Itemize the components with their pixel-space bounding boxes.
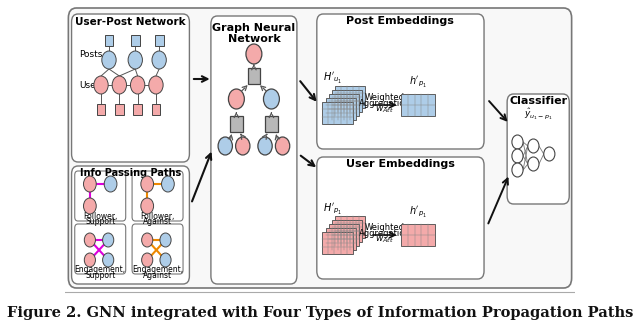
Circle shape	[128, 51, 143, 69]
Bar	[326, 98, 356, 120]
Text: $H'_{u_1}$: $H'_{u_1}$	[323, 71, 342, 86]
Text: $\hat{y}_{u_1-p_1}$: $\hat{y}_{u_1-p_1}$	[524, 107, 552, 122]
Bar	[329, 94, 359, 116]
Text: Support: Support	[85, 217, 115, 226]
Text: Support: Support	[85, 271, 115, 280]
Bar	[323, 232, 353, 254]
Bar	[401, 224, 435, 246]
Text: $w_{Att}$: $w_{Att}$	[375, 235, 394, 245]
FancyBboxPatch shape	[317, 157, 484, 279]
Bar	[332, 220, 362, 242]
FancyBboxPatch shape	[68, 8, 572, 288]
Bar	[115, 104, 124, 115]
Circle shape	[148, 76, 163, 94]
FancyBboxPatch shape	[211, 16, 297, 284]
Circle shape	[102, 51, 116, 69]
FancyBboxPatch shape	[75, 171, 125, 221]
Text: $H'_{p_1}$: $H'_{p_1}$	[323, 201, 342, 216]
Bar	[332, 90, 362, 112]
Circle shape	[512, 149, 523, 163]
Text: Weighted: Weighted	[365, 93, 404, 102]
Bar	[401, 94, 435, 116]
Circle shape	[160, 253, 171, 267]
Text: Graph Neural: Graph Neural	[212, 23, 296, 33]
FancyBboxPatch shape	[132, 224, 183, 274]
Circle shape	[83, 176, 96, 192]
Bar	[265, 116, 278, 132]
Circle shape	[141, 253, 153, 267]
Text: User-Post Network: User-Post Network	[75, 17, 186, 27]
Circle shape	[141, 176, 154, 192]
Bar	[155, 34, 164, 45]
Circle shape	[512, 163, 523, 177]
Circle shape	[94, 76, 108, 94]
Text: Against: Against	[143, 271, 172, 280]
Text: $w_{Att}$: $w_{Att}$	[375, 105, 394, 115]
Text: Follower,: Follower,	[140, 211, 175, 220]
Circle shape	[258, 137, 272, 155]
Circle shape	[246, 44, 262, 64]
Text: Post Embeddings: Post Embeddings	[346, 16, 454, 26]
Text: Info Passing Paths: Info Passing Paths	[80, 168, 181, 178]
Circle shape	[102, 233, 114, 247]
Circle shape	[152, 51, 166, 69]
Text: Posts: Posts	[79, 49, 103, 58]
Text: Engagement,: Engagement,	[75, 265, 126, 274]
Circle shape	[112, 76, 127, 94]
Bar	[104, 34, 113, 45]
Text: Weighted: Weighted	[365, 222, 404, 231]
Bar	[323, 102, 353, 124]
Circle shape	[228, 89, 244, 109]
Bar	[335, 86, 365, 108]
Text: Engagement,: Engagement,	[132, 265, 183, 274]
Text: $h'_{p_1}$: $h'_{p_1}$	[409, 204, 427, 219]
Circle shape	[528, 139, 539, 153]
Text: Aggregation: Aggregation	[358, 99, 410, 108]
Bar	[248, 68, 260, 84]
Text: $h'_{p_1}$: $h'_{p_1}$	[409, 74, 427, 89]
Circle shape	[161, 176, 174, 192]
Bar	[326, 228, 356, 250]
Circle shape	[131, 76, 145, 94]
Circle shape	[218, 137, 232, 155]
Bar	[335, 216, 365, 238]
FancyBboxPatch shape	[507, 94, 569, 204]
FancyBboxPatch shape	[132, 171, 183, 221]
Circle shape	[104, 176, 117, 192]
Circle shape	[84, 233, 95, 247]
Circle shape	[141, 233, 153, 247]
Bar	[97, 104, 106, 115]
Text: Network: Network	[228, 34, 280, 44]
Bar	[329, 224, 359, 246]
Circle shape	[512, 135, 523, 149]
Text: Classifier: Classifier	[509, 96, 567, 106]
Circle shape	[528, 157, 539, 171]
Circle shape	[160, 233, 171, 247]
Text: Against: Against	[143, 217, 172, 226]
Bar	[230, 116, 243, 132]
Bar	[133, 104, 142, 115]
Text: Users: Users	[79, 80, 105, 90]
Text: User Embeddings: User Embeddings	[346, 159, 455, 169]
FancyBboxPatch shape	[75, 224, 125, 274]
Circle shape	[236, 137, 250, 155]
Circle shape	[264, 89, 280, 109]
Circle shape	[275, 137, 290, 155]
FancyBboxPatch shape	[72, 166, 189, 284]
Circle shape	[84, 253, 95, 267]
Circle shape	[83, 198, 96, 214]
FancyBboxPatch shape	[72, 14, 189, 162]
Text: Figure 2. GNN integrated with Four Types of Information Propagation Paths: Figure 2. GNN integrated with Four Types…	[7, 306, 633, 320]
Text: Aggregation: Aggregation	[358, 228, 410, 237]
Circle shape	[102, 253, 114, 267]
Circle shape	[544, 147, 555, 161]
FancyBboxPatch shape	[317, 14, 484, 149]
Bar	[131, 34, 140, 45]
Circle shape	[141, 198, 154, 214]
Bar	[152, 104, 161, 115]
Text: Follower,: Follower,	[83, 211, 117, 220]
